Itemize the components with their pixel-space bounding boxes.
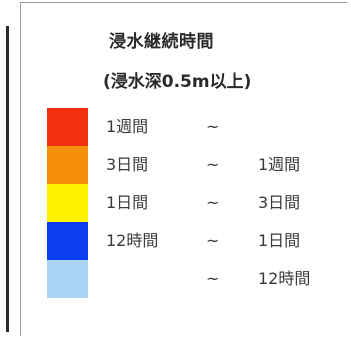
legend-row-tilde: ~: [206, 193, 220, 212]
legend-row-to: 1週間: [258, 155, 301, 174]
swatch-12-hours-1-day: [47, 222, 88, 260]
legend-row-to: 3日間: [258, 193, 301, 212]
legend-row-from: 12時間: [106, 231, 159, 250]
map-border-line: [6, 26, 9, 332]
legend-row-tilde: ~: [206, 269, 220, 288]
legend-row-to: 12時間: [258, 269, 311, 288]
legend-row-tilde: ~: [206, 155, 220, 174]
legend-subtitle: (浸水深0.5m以上): [103, 72, 252, 92]
legend-box: 浸水継続時間 (浸水深0.5m以上) 1週間 ~ 3日間 ~ 1週間 1日間 ~…: [20, 2, 347, 336]
swatch-1-day-3-days: [47, 184, 88, 222]
legend-row-tilde: ~: [206, 117, 220, 136]
legend-row-to: 1日間: [258, 231, 301, 250]
swatch-over-1-week: [47, 108, 88, 146]
legend-row-tilde: ~: [206, 231, 220, 250]
swatch-3-days-1-week: [47, 146, 88, 184]
legend-row-from: 1日間: [106, 193, 149, 212]
map-edge: [0, 0, 14, 338]
legend-row-from: 3日間: [106, 155, 149, 174]
legend-row-from: 1週間: [106, 117, 149, 136]
legend-title: 浸水継続時間: [109, 32, 214, 52]
swatch-under-12-hours: [47, 260, 88, 298]
legend-swatches: [47, 108, 88, 298]
